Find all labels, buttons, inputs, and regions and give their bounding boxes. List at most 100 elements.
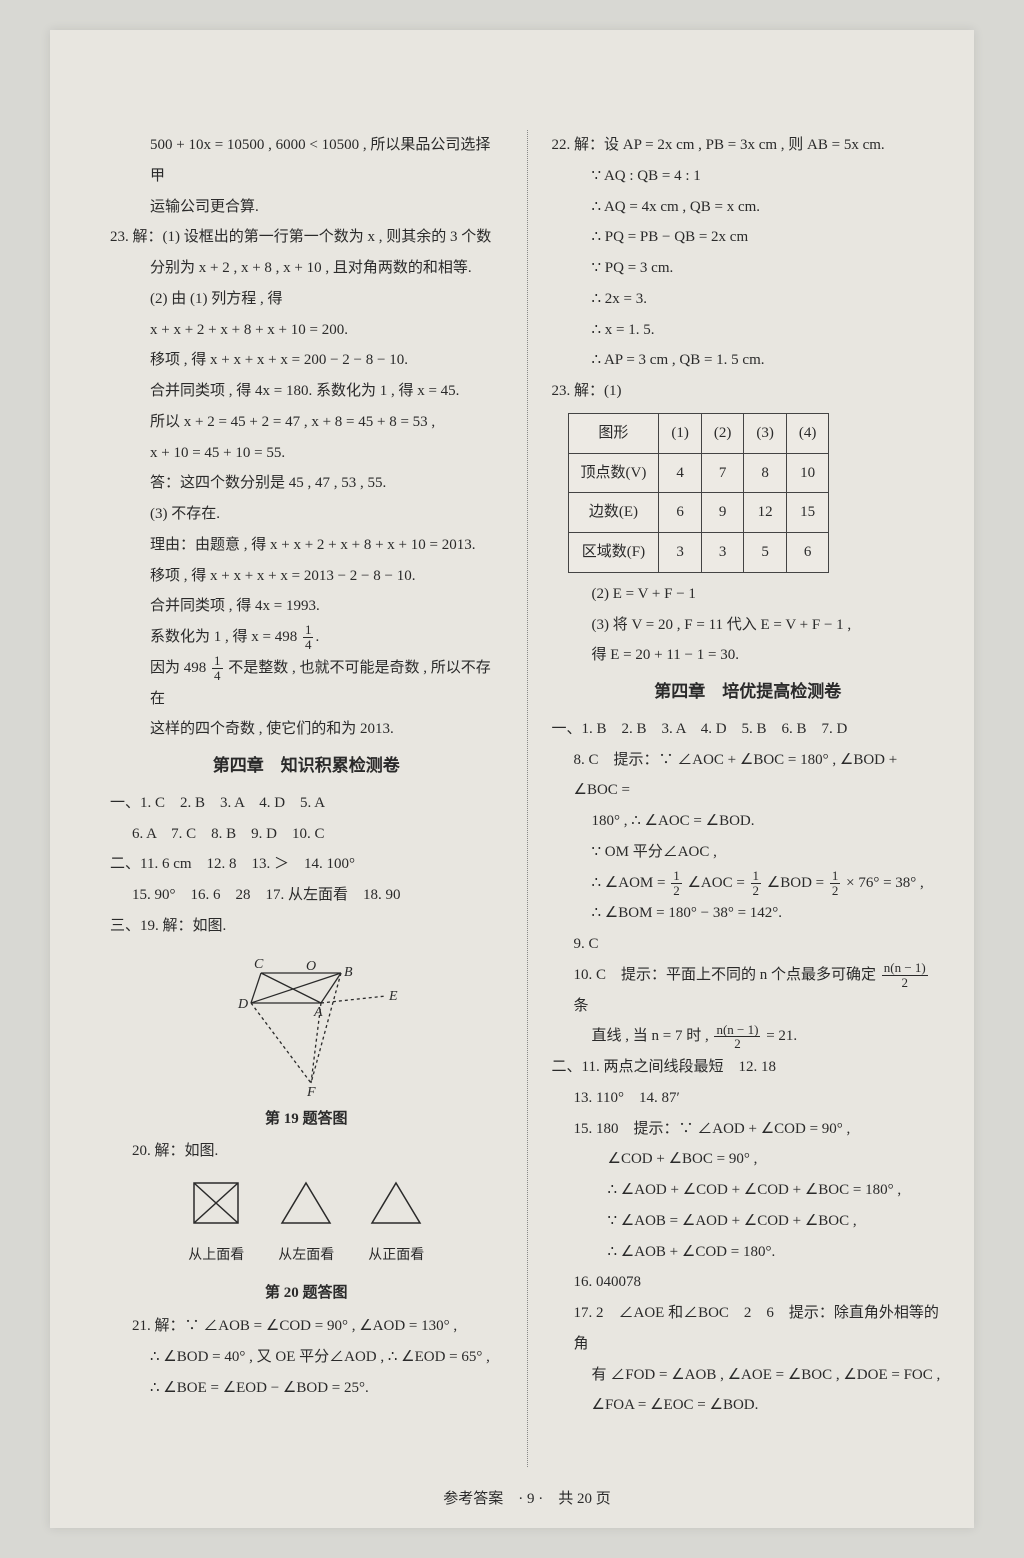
text-line: ∴ 2x = 3. bbox=[552, 284, 945, 315]
text-line: 500 + 10x = 10500 , 6000 < 10500 , 所以果品公… bbox=[110, 130, 503, 192]
text-line: 180° , ∴ ∠AOC = ∠BOD. bbox=[552, 806, 945, 837]
problem-16: 16. 040078 bbox=[552, 1267, 945, 1298]
text-line: ∴ PQ = PB − QB = 2x cm bbox=[552, 222, 945, 253]
shape-left-view: 从左面看 bbox=[276, 1175, 336, 1270]
figure-caption: 第 19 题答图 bbox=[110, 1104, 503, 1135]
text-line: ∴ AQ = 4x cm , QB = x cm. bbox=[552, 192, 945, 223]
shape-label: 从正面看 bbox=[366, 1242, 426, 1271]
table-cell: 7 bbox=[701, 453, 744, 493]
geometry-diagram-icon: C O B D A E F bbox=[206, 948, 406, 1098]
shape-top-view: 从上面看 bbox=[186, 1175, 246, 1270]
table-cell: 3 bbox=[659, 533, 702, 573]
table-cell: 顶点数(V) bbox=[568, 453, 659, 493]
svg-text:A: A bbox=[313, 1005, 323, 1020]
text-line: ∵ OM 平分∠AOC , bbox=[552, 837, 945, 868]
svg-text:D: D bbox=[237, 997, 248, 1012]
page-footer: 参考答案 · 9 · 共 20 页 bbox=[110, 1467, 944, 1508]
column-divider bbox=[527, 130, 528, 1467]
answer-row: 6. A 7. C 8. B 9. D 10. C bbox=[110, 819, 503, 850]
denominator: 2 bbox=[751, 884, 762, 898]
text-span: 系数化为 1 , 得 x = 498 bbox=[150, 629, 297, 645]
numerator: 1 bbox=[671, 869, 682, 884]
triangle-icon bbox=[276, 1175, 336, 1230]
page: 500 + 10x = 10500 , 6000 < 10500 , 所以果品公… bbox=[50, 30, 974, 1528]
text-line: 移项 , 得 x + x + x + x = 200 − 2 − 8 − 10. bbox=[110, 345, 503, 376]
numerator: n(n − 1) bbox=[882, 961, 928, 976]
numerator: n(n − 1) bbox=[714, 1023, 760, 1038]
text-span: ∴ ∠AOM = bbox=[592, 875, 666, 891]
denominator: 2 bbox=[882, 976, 928, 990]
text-line: 因为 498 14 不是整数 , 也就不可能是奇数 , 所以不存在 bbox=[110, 653, 503, 715]
text-line: ∴ AP = 3 cm , QB = 1. 5 cm. bbox=[552, 345, 945, 376]
shape-label: 从上面看 bbox=[186, 1242, 246, 1271]
text-span: 条 bbox=[574, 998, 589, 1014]
right-column: 22. 解：设 AP = 2x cm , PB = 3x cm , 则 AB =… bbox=[552, 130, 945, 1467]
answer-row: 一、1. C 2. B 3. A 4. D 5. A bbox=[110, 788, 503, 819]
denominator: 2 bbox=[830, 884, 841, 898]
numerator: 1 bbox=[303, 623, 314, 638]
table-cell: 4 bbox=[659, 453, 702, 493]
denominator: 4 bbox=[212, 669, 223, 683]
text-span: ∠BOD = bbox=[767, 875, 824, 891]
fraction: n(n − 1)2 bbox=[714, 1023, 760, 1051]
problem-21: 21. 解：∵ ∠AOB = ∠COD = 90° , ∠AOD = 130° … bbox=[110, 1311, 503, 1342]
table-header: (4) bbox=[786, 413, 829, 453]
problem-17: 17. 2 ∠AOE 和∠BOC 2 6 提示：除直角外相等的角 bbox=[552, 1298, 945, 1360]
text-line: ∠COD + ∠BOC = 90° , bbox=[552, 1144, 945, 1175]
answer-row: 15. 90° 16. 6 28 17. 从左面看 18. 90 bbox=[110, 880, 503, 911]
triangle-icon bbox=[366, 1175, 426, 1230]
text-line: ∴ ∠AOD + ∠COD + ∠COD + ∠BOC = 180° , bbox=[552, 1175, 945, 1206]
text-span: ∠AOC = bbox=[687, 875, 744, 891]
table-cell: 8 bbox=[744, 453, 787, 493]
problem-20: 20. 解：如图. bbox=[110, 1136, 503, 1167]
table-row: 区域数(F) 3 3 5 6 bbox=[568, 533, 829, 573]
text-line: ∴ ∠BOM = 180° − 38° = 142°. bbox=[552, 898, 945, 929]
table-cell: 3 bbox=[701, 533, 744, 573]
text-line: 系数化为 1 , 得 x = 498 14. bbox=[110, 622, 503, 653]
text-line: 分别为 x + 2 , x + 8 , x + 10 , 且对角两数的和相等. bbox=[110, 253, 503, 284]
text-line: ∴ ∠AOB + ∠COD = 180°. bbox=[552, 1237, 945, 1268]
fraction: 12 bbox=[830, 869, 841, 897]
text-line: 这样的四个奇数 , 使它们的和为 2013. bbox=[110, 714, 503, 745]
table-header: (1) bbox=[659, 413, 702, 453]
text-line: ∴ ∠AOM = 12 ∠AOC = 12 ∠BOD = 12 × 76° = … bbox=[552, 868, 945, 899]
shape-front-view: 从正面看 bbox=[366, 1175, 426, 1270]
table-header: (3) bbox=[744, 413, 787, 453]
problem-23: 23. 解：(1) bbox=[552, 376, 945, 407]
text-line: 得 E = 20 + 11 − 1 = 30. bbox=[552, 640, 945, 671]
table-cell: 15 bbox=[786, 493, 829, 533]
text-line: (2) E = V + F − 1 bbox=[552, 579, 945, 610]
text-line: x + x + 2 + x + 8 + x + 10 = 200. bbox=[110, 315, 503, 346]
denominator: 2 bbox=[714, 1037, 760, 1051]
table-cell: 边数(E) bbox=[568, 493, 659, 533]
problem-9: 9. C bbox=[552, 929, 945, 960]
shape-label: 从左面看 bbox=[276, 1242, 336, 1271]
text-span: = 21. bbox=[766, 1028, 797, 1044]
square-x-icon bbox=[186, 1175, 246, 1230]
problem-8: 8. C 提示：∵ ∠AOC + ∠BOC = 180° , ∠BOD + ∠B… bbox=[552, 745, 945, 807]
problem-19: 三、19. 解：如图. bbox=[110, 911, 503, 942]
fraction: n(n − 1)2 bbox=[882, 961, 928, 989]
answer-row: 二、11. 两点之间线段最短 12. 18 bbox=[552, 1052, 945, 1083]
fraction: 12 bbox=[671, 869, 682, 897]
data-table: 图形 (1) (2) (3) (4) 顶点数(V) 4 7 8 10 边数(E)… bbox=[568, 413, 830, 573]
fraction: 14 bbox=[303, 623, 314, 651]
text-line: (2) 由 (1) 列方程 , 得 bbox=[110, 284, 503, 315]
figure-20-shapes: 从上面看 从左面看 从正面看 bbox=[110, 1175, 503, 1270]
chapter-title: 第四章 培优提高检测卷 bbox=[552, 675, 945, 710]
figure-caption: 第 20 题答图 bbox=[110, 1278, 503, 1309]
text-line: 所以 x + 2 = 45 + 2 = 47 , x + 8 = 45 + 8 … bbox=[110, 407, 503, 438]
text-line: 移项 , 得 x + x + x + x = 2013 − 2 − 8 − 10… bbox=[110, 561, 503, 592]
text-line: 合并同类项 , 得 4x = 180. 系数化为 1 , 得 x = 45. bbox=[110, 376, 503, 407]
text-span: . bbox=[315, 629, 319, 645]
table-cell: 5 bbox=[744, 533, 787, 573]
text-line: ∴ x = 1. 5. bbox=[552, 315, 945, 346]
svg-text:E: E bbox=[388, 989, 398, 1004]
denominator: 2 bbox=[671, 884, 682, 898]
text-line: ∵ AQ : QB = 4 : 1 bbox=[552, 161, 945, 192]
svg-text:F: F bbox=[306, 1085, 316, 1098]
svg-text:C: C bbox=[254, 957, 264, 972]
table-cell: 6 bbox=[786, 533, 829, 573]
problem-22: 22. 解：设 AP = 2x cm , PB = 3x cm , 则 AB =… bbox=[552, 130, 945, 161]
figure-19-diagram: C O B D A E F bbox=[110, 948, 503, 1098]
